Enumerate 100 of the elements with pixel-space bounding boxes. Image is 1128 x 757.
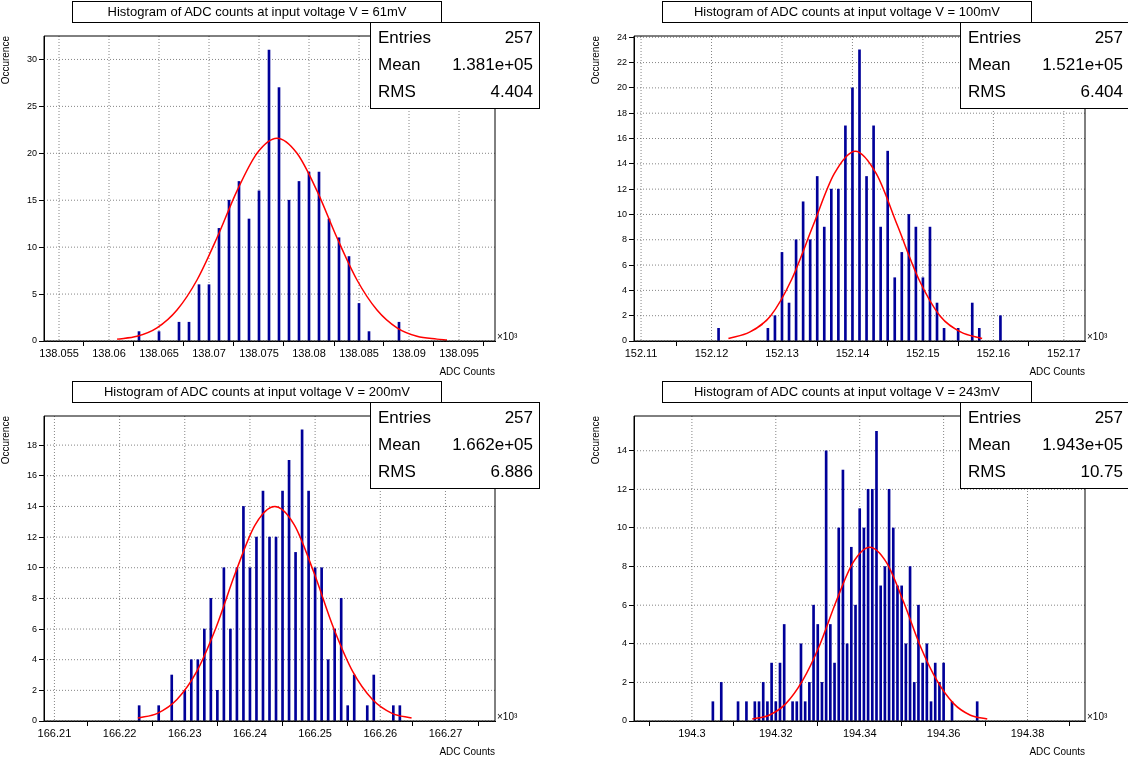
bar: [907, 214, 911, 341]
y-tick-label: 25: [26, 100, 37, 111]
x-tick-label: 152.12: [694, 346, 729, 359]
bar: [717, 328, 720, 341]
text: Mean 1.521e+05: [968, 55, 1123, 74]
text: Mean 1.943e+05: [968, 435, 1123, 454]
chart-title: Histogram of ADC counts at input voltage V = 100mV: [662, 1, 1032, 23]
y-tick-label: 4: [31, 654, 37, 665]
bar: [844, 125, 847, 341]
y-tick-label: 12: [616, 183, 627, 194]
bar: [294, 552, 297, 721]
bar: [849, 546, 853, 721]
bar: [900, 585, 903, 721]
bar: [917, 604, 920, 721]
text: RMS 4.404: [378, 82, 533, 101]
bar: [865, 176, 868, 341]
x-axis-title: ADC Counts: [1029, 365, 1085, 377]
bar: [851, 87, 854, 341]
x-tick-label: 138.075: [239, 346, 279, 359]
bar: [837, 188, 840, 341]
bar: [815, 176, 819, 341]
text: ×10³: [497, 711, 518, 722]
y-tick-label: 10: [26, 562, 37, 573]
y-tick-label: 20: [26, 147, 37, 158]
y-tick-label: 4: [621, 638, 627, 649]
y-tick-label: 4: [621, 284, 627, 295]
bar: [795, 701, 799, 721]
x-tick-label: 138.09: [392, 346, 426, 359]
x-axis-title: ADC Counts: [439, 365, 495, 377]
bar: [761, 682, 765, 721]
x-tick-label: 152.17: [1047, 346, 1081, 359]
text: RMS 6.886: [378, 462, 533, 481]
bar: [858, 49, 861, 341]
y-axis-title: Occurence: [0, 35, 11, 85]
chart-title: Histogram of ADC counts at input voltage V = 243mV: [662, 381, 1032, 403]
y-tick-label: 16: [26, 470, 37, 481]
y-tick-label: 6: [31, 623, 37, 634]
x-tick-label: 138.085: [339, 346, 379, 359]
y-tick-label: 10: [26, 241, 37, 252]
bar: [170, 674, 174, 721]
bar: [875, 431, 878, 721]
bar: [203, 628, 206, 721]
y-tick-label: 8: [621, 234, 627, 245]
y-axis-title: Occurence: [589, 415, 601, 465]
bar: [392, 705, 395, 721]
y-tick-label: 18: [616, 107, 627, 118]
text: ×10³: [1087, 711, 1108, 722]
bar: [333, 628, 336, 721]
y-tick-label: 12: [616, 483, 627, 494]
bar: [891, 527, 895, 721]
x-tick-label: 194.36: [926, 726, 961, 739]
x-tick-label: 152.11: [624, 346, 658, 359]
bar: [352, 674, 356, 721]
y-axis-title: Occurence: [589, 35, 601, 85]
y-tick-label: 0: [621, 335, 627, 346]
x-tick-label: 152.13: [765, 346, 799, 359]
bar: [970, 302, 974, 341]
bar: [242, 506, 245, 721]
bar: [339, 598, 343, 721]
bar: [791, 701, 794, 721]
line-series: [727, 150, 983, 340]
x-tick-label: 138.065: [139, 346, 179, 359]
line-series: [116, 137, 448, 341]
y-tick-label: 8: [621, 561, 627, 572]
text: RMS 10.75: [968, 462, 1123, 481]
x-tick-label: 166.21: [37, 726, 72, 739]
y-tick-label: 0: [621, 715, 627, 726]
bar: [858, 508, 862, 721]
bar: [808, 239, 812, 341]
x-tick-label: 166.27: [428, 726, 463, 739]
text: Mean 1.381e+05: [378, 55, 533, 74]
x-tick-label: 152.14: [835, 346, 870, 359]
bar: [837, 527, 841, 721]
x-tick-label: 166.26: [363, 726, 398, 739]
x-tick-label: 166.22: [102, 726, 137, 739]
x-tick-label: 166.25: [298, 726, 332, 739]
y-tick-label: 14: [26, 500, 37, 511]
bar: [196, 659, 200, 721]
x-axis-title: ADC Counts: [1029, 745, 1085, 757]
y-tick-label: 24: [616, 31, 627, 42]
text: Entries 257: [378, 408, 533, 427]
y-tick-label: 14: [616, 445, 627, 456]
text: ×10³: [1087, 331, 1108, 342]
bar: [879, 226, 882, 341]
chart-title: Histogram of ADC counts at input voltage V = 61mV: [72, 1, 442, 23]
y-axis-title: Occurence: [0, 415, 11, 465]
bar: [942, 662, 945, 721]
bar: [189, 659, 193, 721]
bar: [745, 701, 748, 721]
bar: [365, 705, 369, 721]
y-tick-label: 14: [616, 158, 627, 169]
bar: [281, 490, 284, 721]
x-tick-label: 138.08: [292, 346, 326, 359]
y-tick-label: 18: [26, 439, 37, 450]
y-tick-label: 2: [31, 684, 37, 695]
text: Entries 257: [968, 408, 1123, 427]
bar: [872, 125, 875, 341]
bar: [782, 624, 786, 721]
x-tick-label: 166.23: [167, 726, 202, 739]
x-tick-label: 194.38: [1010, 726, 1045, 739]
